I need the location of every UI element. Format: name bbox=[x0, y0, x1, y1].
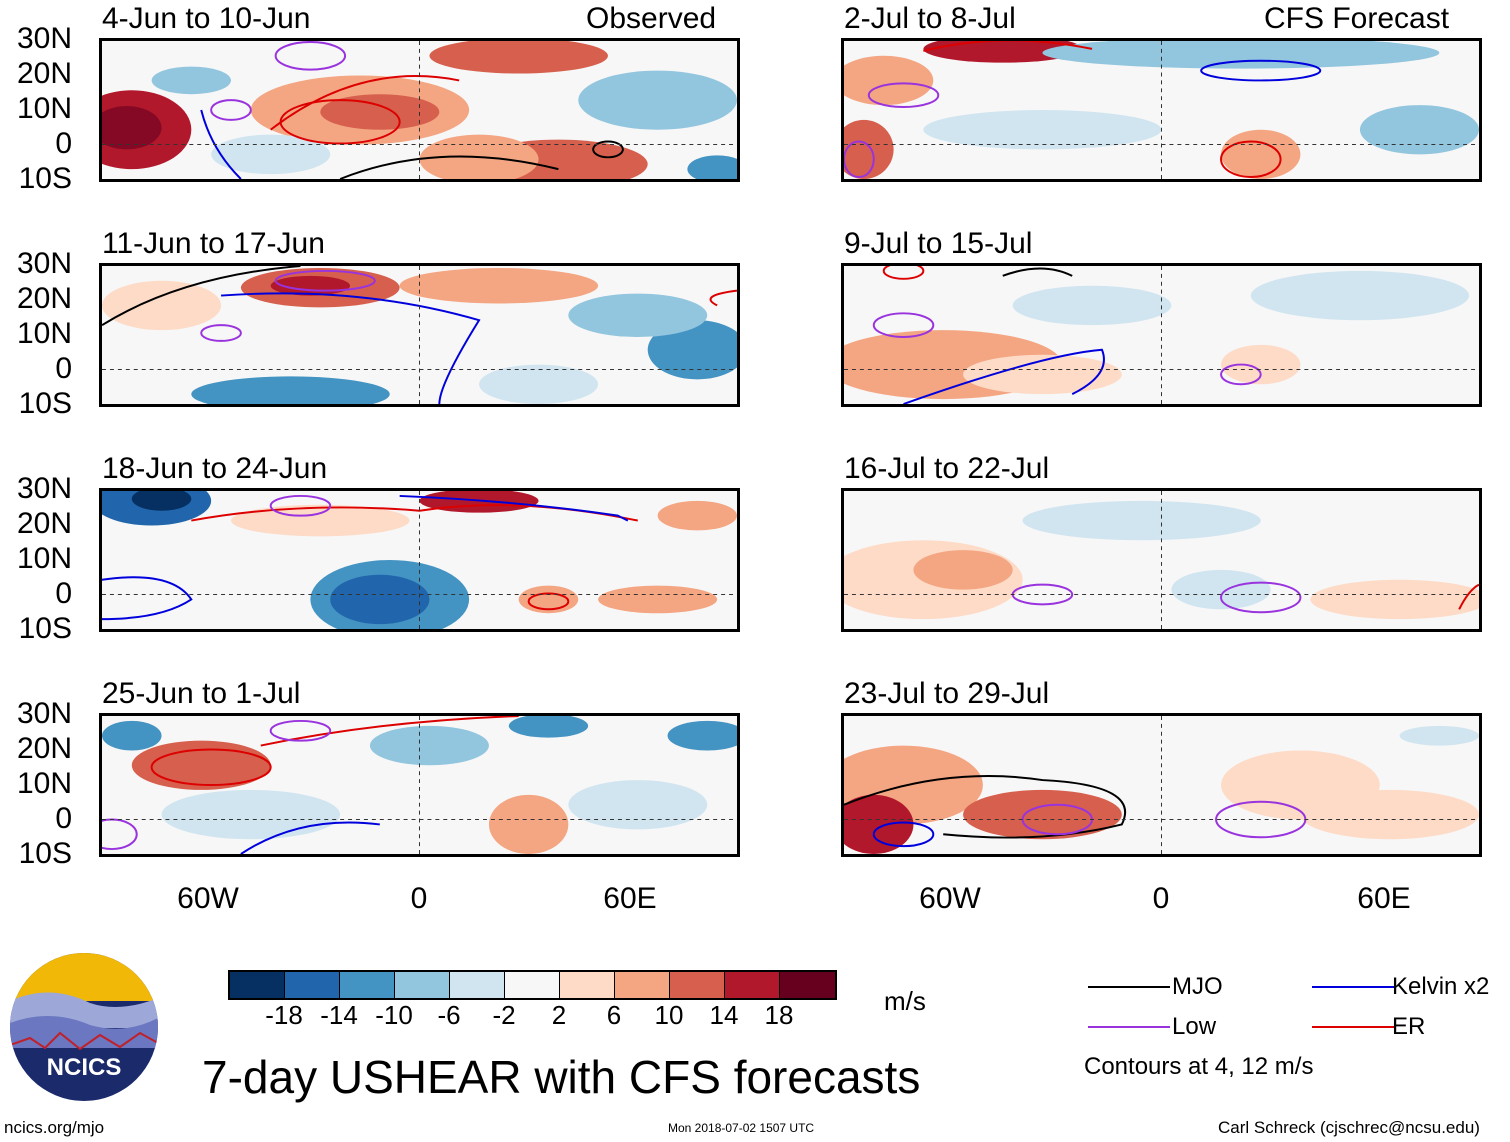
legend-label-er: ER bbox=[1392, 1013, 1426, 1040]
colorbar-tick: 18 bbox=[764, 1000, 794, 1030]
panel-title-obs-3: 18-Jun to 24-Jun bbox=[102, 452, 328, 485]
main-title: 7-day USHEAR with CFS forecasts bbox=[202, 1051, 921, 1103]
colorbar-swatch bbox=[670, 972, 725, 998]
legend-label-low: Low bbox=[1172, 1013, 1217, 1040]
legend-line-low bbox=[1088, 1026, 1170, 1028]
y-label-0: 0 bbox=[55, 577, 72, 610]
x-label-0-left: 0 bbox=[410, 882, 428, 915]
colorbar-tick: -6 bbox=[437, 1000, 461, 1030]
cfs-forecast-label: CFS Forecast bbox=[1264, 2, 1450, 35]
y-label-20n: 20N bbox=[16, 282, 72, 315]
legend-line-kelvin bbox=[1312, 986, 1394, 988]
footer-timestamp: Mon 2018-07-02 1507 UTC bbox=[668, 1121, 815, 1135]
colorbar-tick: -2 bbox=[492, 1000, 516, 1030]
x-label-60w-right: 60W bbox=[919, 882, 981, 915]
colorbar-swatch bbox=[615, 972, 670, 998]
colorbar bbox=[228, 970, 837, 1000]
colorbar-swatch bbox=[285, 972, 340, 998]
panel-title-obs-2: 11-Jun to 17-Jun bbox=[102, 227, 325, 260]
colorbar-swatch bbox=[725, 972, 780, 998]
legend-note: Contours at 4, 12 m/s bbox=[1084, 1053, 1314, 1080]
map-panel-obs-3 bbox=[99, 488, 740, 632]
colorbar-tick: 6 bbox=[606, 1000, 622, 1030]
y-label-30n: 30N bbox=[16, 22, 72, 55]
panel-title-fcst-2: 9-Jul to 15-Jul bbox=[844, 227, 1033, 260]
y-label-30n: 30N bbox=[16, 697, 72, 730]
panel-title-obs-1: 4-Jun to 10-Jun bbox=[102, 2, 311, 35]
colorbar-swatch bbox=[560, 972, 615, 998]
footer-url[interactable]: ncics.org/mjo bbox=[4, 1118, 105, 1137]
footer-author: Carl Schreck (cjschrec@ncsu.edu) bbox=[1218, 1118, 1480, 1137]
ncics-logo: NCICS bbox=[10, 953, 158, 1101]
colorbar-tick: -10 bbox=[375, 1000, 413, 1030]
map-panel-fcst-1 bbox=[841, 38, 1482, 182]
y-label-0: 0 bbox=[55, 127, 72, 160]
y-label-30n: 30N bbox=[16, 472, 72, 505]
x-label-0-right: 0 bbox=[1152, 882, 1170, 915]
observed-label: Observed bbox=[586, 2, 717, 35]
colorbar-tick: 10 bbox=[654, 1000, 684, 1030]
y-label-20n: 20N bbox=[16, 732, 72, 765]
y-label-10n: 10N bbox=[16, 92, 72, 125]
logo-text: NCICS bbox=[47, 1054, 122, 1081]
map-panel-fcst-4 bbox=[841, 713, 1482, 857]
y-label-20n: 20N bbox=[16, 507, 72, 540]
map-panel-obs-1 bbox=[99, 38, 740, 182]
y-label-30n: 30N bbox=[16, 247, 72, 280]
panel-title-fcst-3: 16-Jul to 22-Jul bbox=[844, 452, 1050, 485]
map-panel-fcst-2 bbox=[841, 263, 1482, 407]
map-panel-obs-4 bbox=[99, 713, 740, 857]
y-label-10s: 10S bbox=[18, 387, 72, 420]
x-label-60e-right: 60E bbox=[1357, 882, 1411, 915]
panel-title-fcst-4: 23-Jul to 29-Jul bbox=[844, 677, 1050, 710]
x-label-60w-left: 60W bbox=[177, 882, 239, 915]
y-label-10n: 10N bbox=[16, 317, 72, 350]
map-panel-obs-2 bbox=[99, 263, 740, 407]
y-label-10s: 10S bbox=[18, 837, 72, 870]
colorbar-swatch bbox=[780, 972, 835, 998]
colorbar-swatch bbox=[340, 972, 395, 998]
y-label-10s: 10S bbox=[18, 162, 72, 195]
map-panel-fcst-3 bbox=[841, 488, 1482, 632]
legend-line-mjo bbox=[1088, 986, 1170, 988]
panel-title-obs-4: 25-Jun to 1-Jul bbox=[102, 677, 301, 710]
colorbar-swatch bbox=[230, 972, 285, 998]
colorbar-tick: 2 bbox=[551, 1000, 567, 1030]
y-label-20n: 20N bbox=[16, 57, 72, 90]
y-label-0: 0 bbox=[55, 802, 72, 835]
colorbar-swatch bbox=[450, 972, 505, 998]
colorbar-tick: 14 bbox=[709, 1000, 739, 1030]
y-label-10s: 10S bbox=[18, 612, 72, 645]
legend-line-er bbox=[1312, 1026, 1394, 1028]
colorbar-tick: -14 bbox=[320, 1000, 358, 1030]
legend-label-kelvin: Kelvin x2 bbox=[1392, 973, 1490, 1000]
y-label-10n: 10N bbox=[16, 767, 72, 800]
y-label-10n: 10N bbox=[16, 542, 72, 575]
legend-label-mjo: MJO bbox=[1172, 973, 1223, 1000]
colorbar-tick: -18 bbox=[265, 1000, 303, 1030]
colorbar-unit: m/s bbox=[884, 986, 926, 1016]
colorbar-swatch bbox=[505, 972, 560, 998]
panel-title-fcst-1: 2-Jul to 8-Jul bbox=[844, 2, 1016, 35]
y-label-0: 0 bbox=[55, 352, 72, 385]
x-label-60e-left: 60E bbox=[603, 882, 657, 915]
colorbar-swatch bbox=[395, 972, 450, 998]
